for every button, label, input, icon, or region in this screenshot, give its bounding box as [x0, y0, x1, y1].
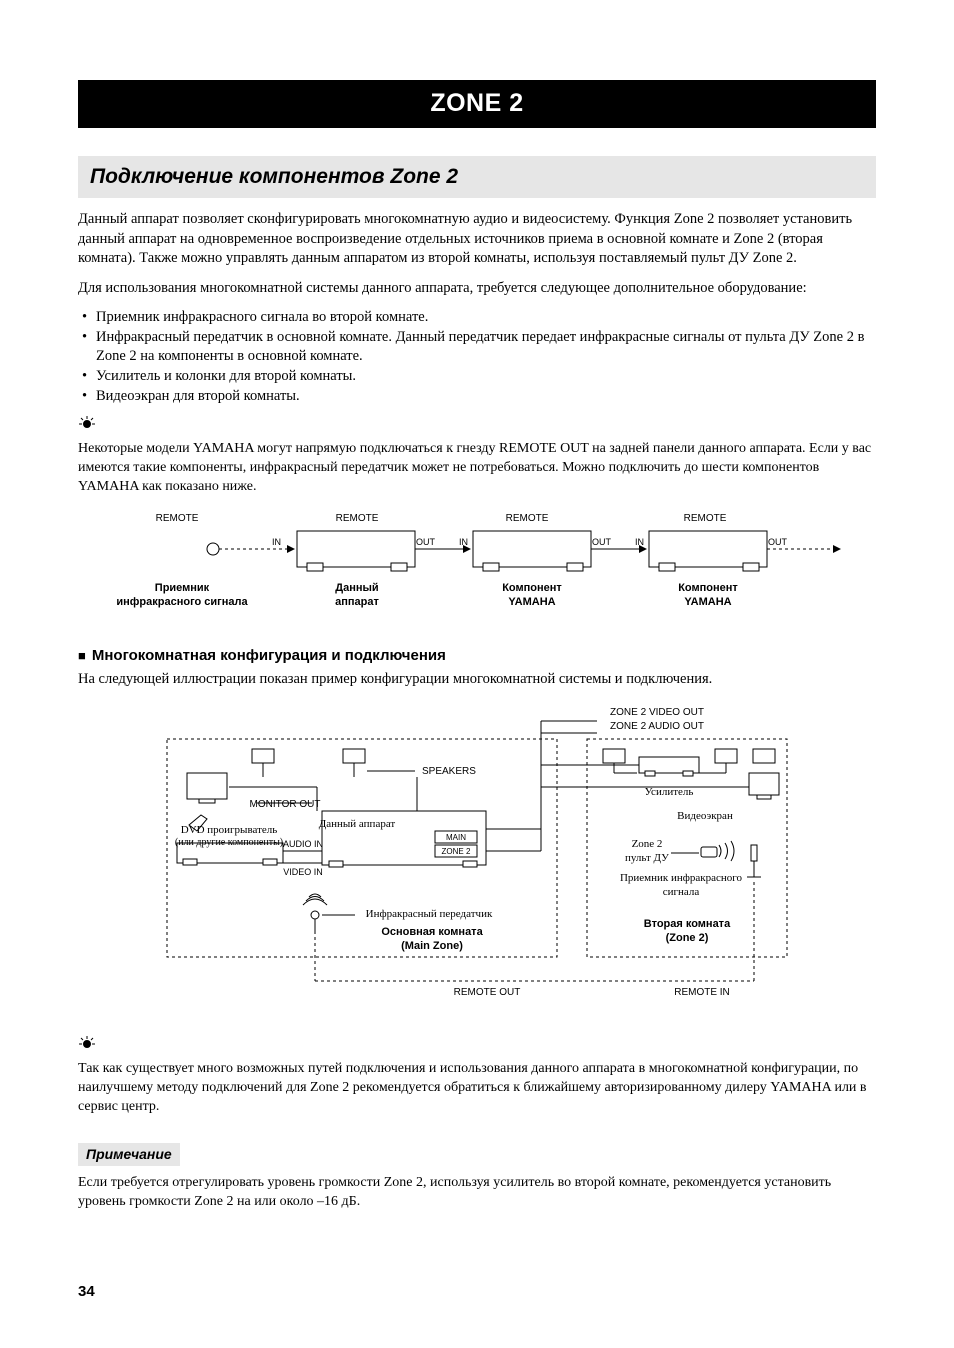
d1-out: OUT	[592, 537, 612, 547]
d2-dvd-l1: DVD проигрыватель	[181, 824, 278, 836]
tip-text-2: Так как существует много возможных путей…	[78, 1060, 876, 1117]
note-label: Примечание	[78, 1143, 180, 1166]
list-item: Инфракрасный передатчик в основной комна…	[78, 328, 876, 367]
d1-yamaha-l1b: Компонент	[678, 582, 738, 594]
d2-video-in: VIDEO IN	[283, 867, 323, 877]
d1-out: OUT	[768, 537, 788, 547]
tip-text-1: Некоторые модели YAMAHA могут напрямую п…	[78, 440, 876, 497]
d2-z2-l1: Zone 2	[632, 838, 663, 850]
d2-zone2: ZONE 2	[442, 847, 471, 856]
d1-header: REMOTE	[506, 513, 549, 524]
list-item: Видеоэкран для второй комнаты.	[78, 387, 876, 407]
intro-paragraph-1: Данный аппарат позволяет сконфигурироват…	[78, 210, 876, 269]
list-item: Усилитель и колонки для второй комнаты.	[78, 367, 876, 387]
subhead-lead: На следующей иллюстрации показан пример …	[78, 670, 876, 690]
tip-icon	[78, 416, 876, 437]
intro-paragraph-2: Для использования многокомнатной системы…	[78, 279, 876, 299]
page-banner: ZONE 2	[78, 80, 876, 128]
d2-ir-rx-l2: сигнала	[663, 886, 700, 898]
section-title: Подключение компонентов Zone 2	[78, 156, 876, 198]
d1-thisunit-l1: Данный	[335, 582, 378, 594]
d2-speakers: SPEAKERS	[422, 766, 476, 777]
d1-out: OUT	[416, 537, 436, 547]
subheading: ■ Многокомнатная конфигурация и подключен…	[78, 646, 876, 666]
d2-mainroom-l2: (Main Zone)	[401, 940, 463, 952]
chain-diagram: REMOTE REMOTE REMOTE REMOTE IN OUT IN OU…	[78, 509, 876, 628]
d2-main: MAIN	[446, 833, 466, 842]
d2-audio-in: AUDIO IN	[283, 839, 323, 849]
equipment-list: Приемник инфракрасного сигнала во второй…	[78, 308, 876, 406]
d2-monitor-out: MONITOR OUT	[250, 799, 321, 810]
d2-second-l1: Вторая комната	[644, 918, 731, 930]
d1-thisunit-l2: аппарат	[335, 596, 379, 608]
d2-remote-out: REMOTE OUT	[454, 987, 521, 998]
d2-z2-l2: пульт ДУ	[625, 852, 669, 864]
d2-remote-in: REMOTE IN	[674, 987, 730, 998]
d2-audio-out: ZONE 2 AUDIO OUT	[610, 721, 704, 732]
d1-header: REMOTE	[336, 513, 379, 524]
d1-receiver-l1: Приемник	[155, 582, 210, 594]
d2-screen: Видеоэкран	[677, 810, 733, 822]
d2-ir-rx-l1: Приемник инфракрасного	[620, 872, 743, 884]
d1-yamaha-l2b: YAMAHA	[684, 596, 731, 608]
d1-in: IN	[272, 537, 281, 547]
square-bullet-icon: ■	[78, 648, 86, 663]
d1-yamaha-l1: Компонент	[502, 582, 562, 594]
d2-second-l2: (Zone 2)	[666, 932, 709, 944]
d1-header: REMOTE	[156, 513, 199, 524]
d2-ir-tx: Инфракрасный передатчик	[366, 908, 493, 920]
subhead-text: Многокомнатная конфигурация и подключени…	[92, 647, 446, 664]
d1-header: REMOTE	[684, 513, 727, 524]
d2-dvd-l2: (или другие компоненты)	[175, 837, 283, 848]
d2-mainroom-l1: Основная комната	[381, 926, 483, 938]
d1-receiver-l2: инфракрасного сигнала	[116, 596, 248, 608]
d2-amp: Усилитель	[645, 786, 694, 798]
d2-this-unit: Данный аппарат	[319, 818, 396, 830]
note-text: Если требуется отрегулировать уровень гр…	[78, 1174, 876, 1212]
d2-video-out: ZONE 2 VIDEO OUT	[610, 707, 704, 718]
page-number: 34	[78, 1282, 876, 1302]
d1-yamaha-l2: YAMAHA	[508, 596, 555, 608]
list-item: Приемник инфракрасного сигнала во второй…	[78, 308, 876, 328]
tip-icon	[78, 1036, 876, 1057]
multiroom-diagram: ZONE 2 VIDEO OUT ZONE 2 AUDIO OUT SPEAKE…	[78, 701, 876, 1018]
